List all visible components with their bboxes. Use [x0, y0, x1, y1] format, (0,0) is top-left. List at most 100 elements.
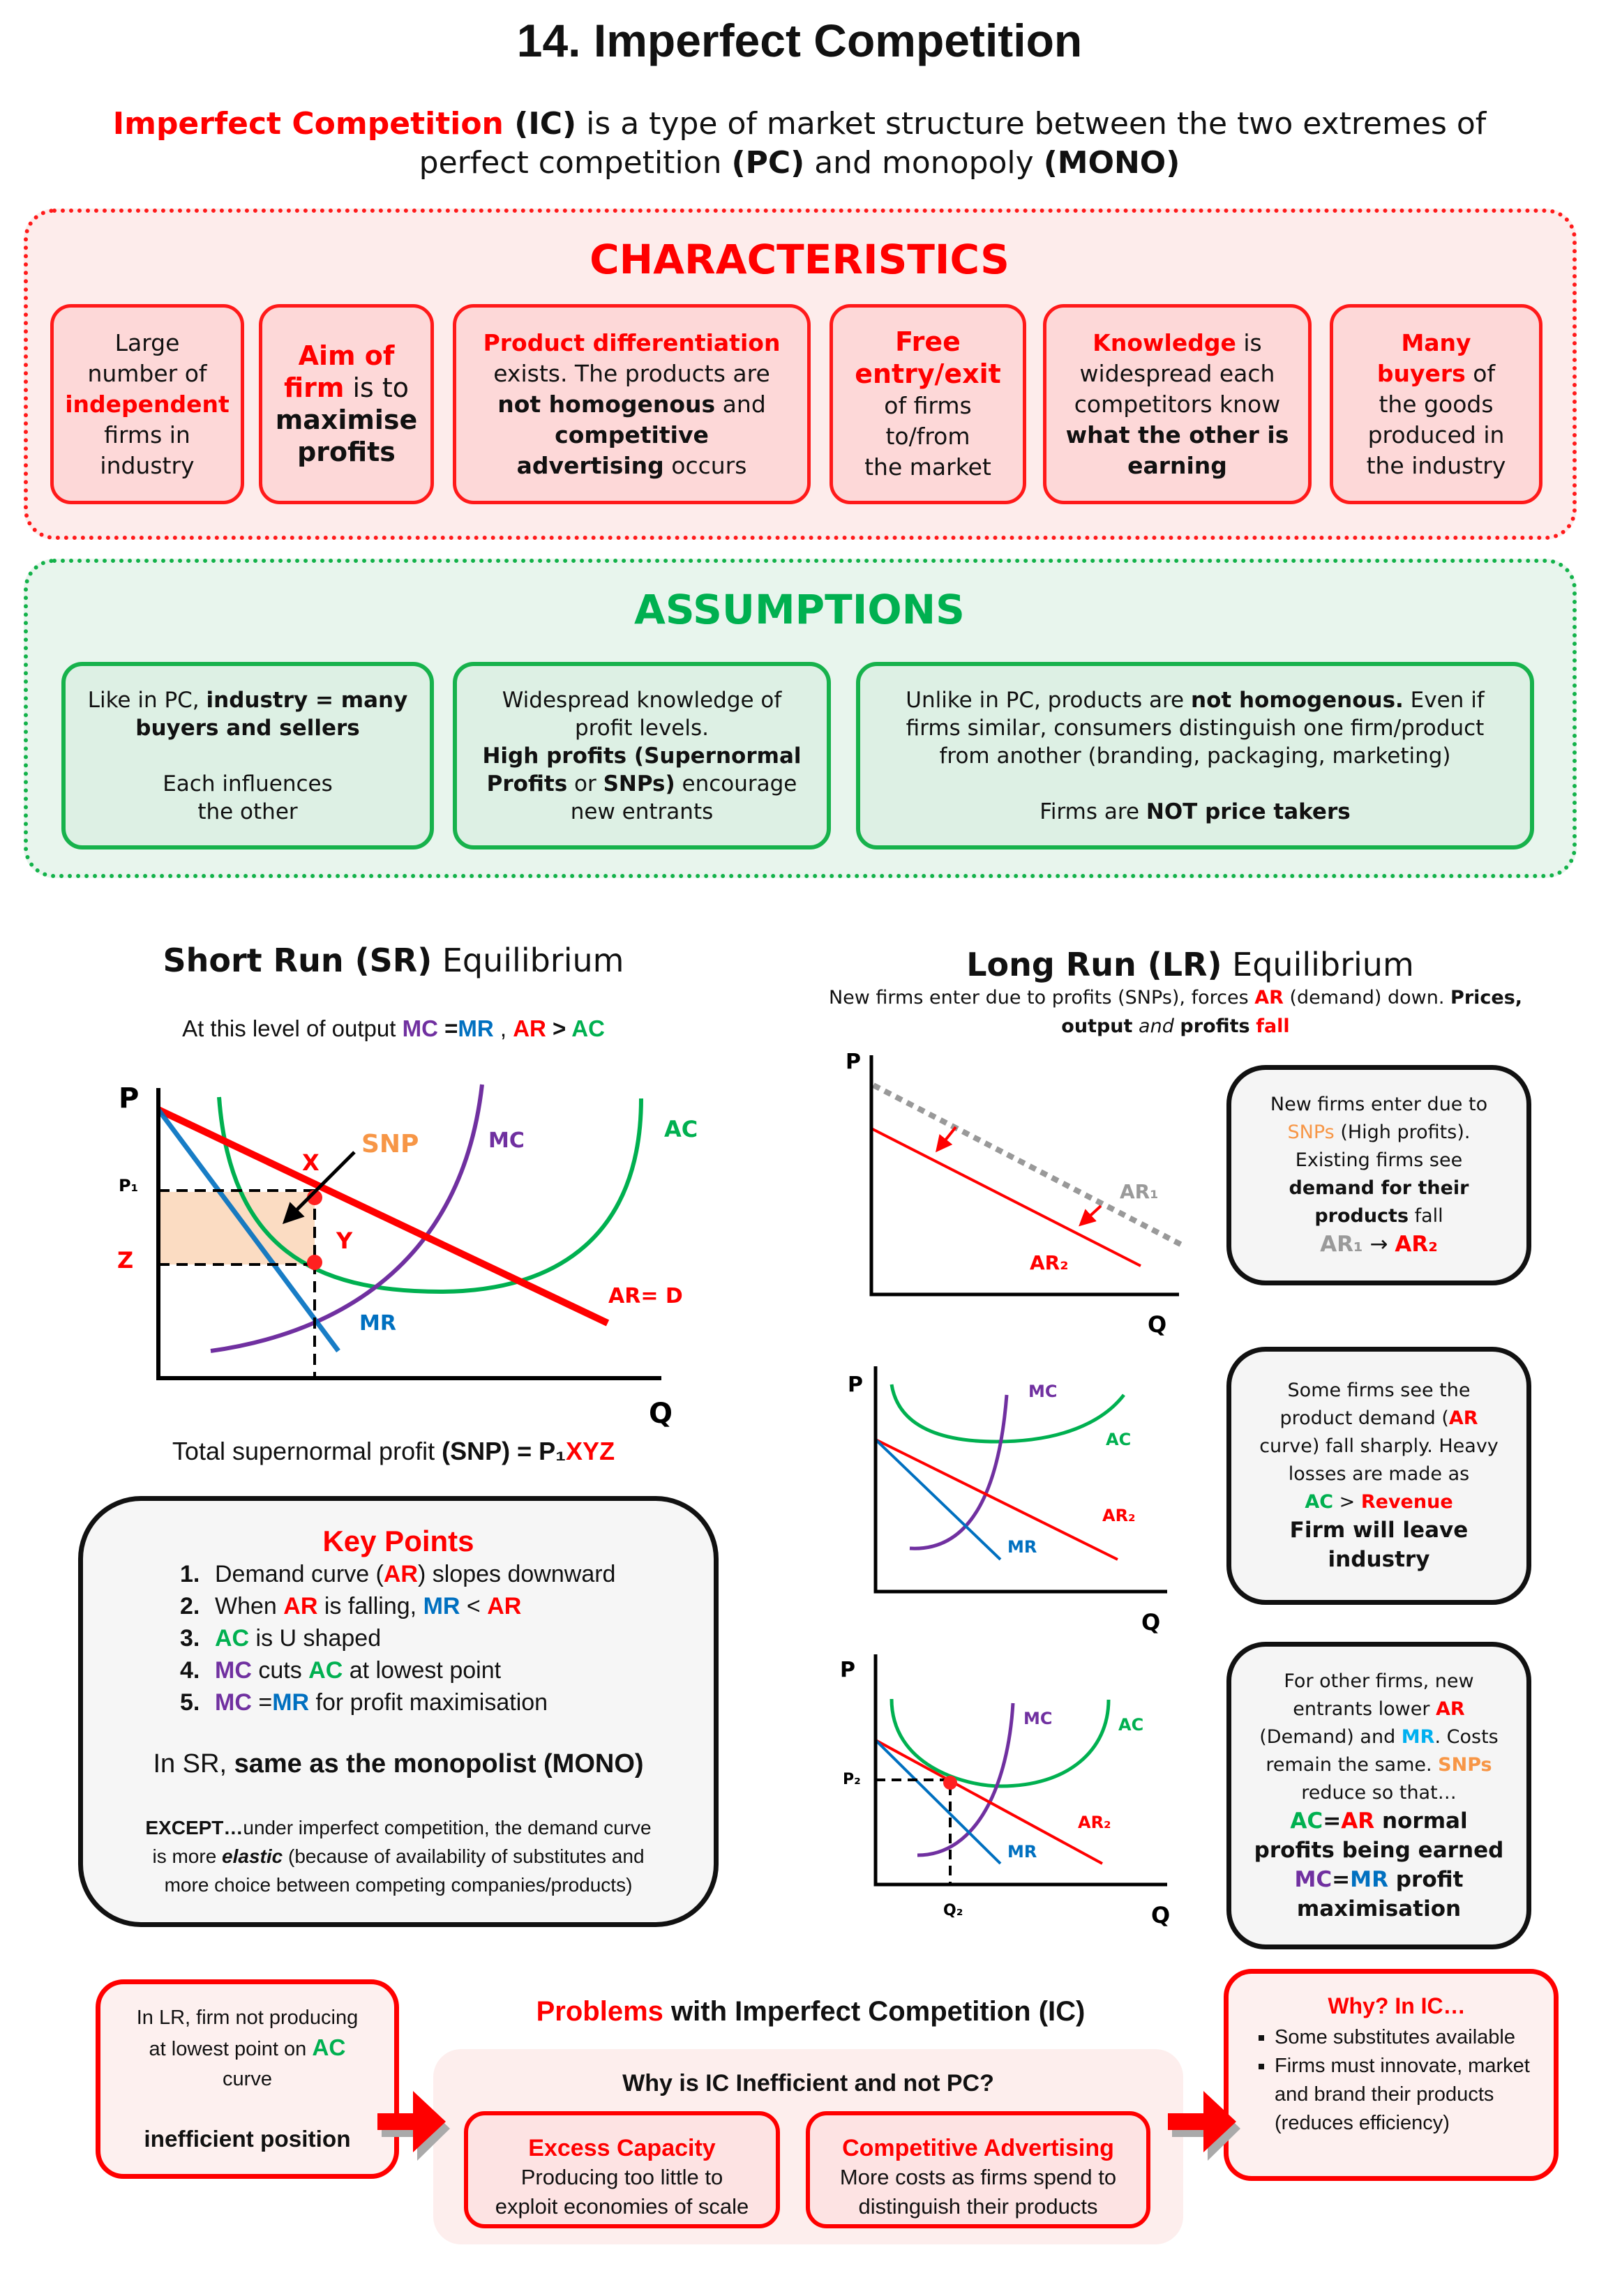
text-segment: 3.: [180, 1625, 200, 1652]
text-segment: >: [1333, 1491, 1361, 1513]
text-segment: entrants lower: [1293, 1698, 1436, 1720]
text-segment: MR: [1350, 1866, 1388, 1892]
text-segment: =: [251, 1689, 273, 1716]
shift-arrow: [1079, 1204, 1102, 1227]
text-segment: Free: [895, 326, 961, 357]
text-segment: Imperfect Competition: [112, 106, 504, 142]
text-segment: MC: [1294, 1866, 1332, 1892]
text-segment: and: [1139, 1015, 1174, 1037]
text-segment: maximisation: [1296, 1896, 1462, 1921]
text-segment: (because of availability of substitutes …: [283, 1845, 645, 1867]
axis-label-q: Q: [1151, 1902, 1170, 1928]
text-segment: elastic: [222, 1845, 283, 1867]
text-segment: AR: [383, 1561, 418, 1587]
point-x: [307, 1190, 322, 1205]
text-segment: produced in: [1367, 421, 1505, 448]
text-segment: Product differentiation: [483, 328, 781, 356]
text-segment: Knowledge: [1093, 328, 1236, 356]
text-segment: under imperfect competition, the demand …: [243, 1817, 652, 1838]
text-segment: is U shaped: [249, 1625, 382, 1652]
long-run-subtitle: New firms enter due to profits (SNPs), f…: [760, 983, 1591, 1041]
key-point: 5. MC =MR for profit maximisation: [180, 1686, 682, 1719]
text-segment: AR₁: [1320, 1232, 1363, 1257]
text-segment: from another (branding, packaging, marke…: [939, 743, 1451, 769]
excess-capacity-body: Producing too little to exploit economies…: [468, 2163, 776, 2221]
text-segment: SNPs: [1287, 1121, 1335, 1143]
text-segment: In LR, firm not producing: [136, 2006, 359, 2029]
assumptions-heading: ASSUMPTIONS: [634, 586, 965, 633]
text-segment: Large: [114, 328, 180, 356]
text-segment: Equilibrium: [432, 942, 624, 979]
ac-curve: [889, 1384, 1125, 1444]
text-segment: product demand (: [1279, 1407, 1449, 1429]
text-segment: is to: [344, 372, 409, 403]
label-ac: AC: [1118, 1715, 1143, 1735]
text-segment: New firms enter due to profits (SNPs), f…: [828, 987, 1255, 1009]
point-y: [307, 1255, 322, 1270]
text-segment: the industry: [1366, 451, 1506, 479]
text-segment: advertising: [516, 451, 664, 479]
key-points-list: 1. Demand curve (AR) slopes downward 2. Wh…: [180, 1558, 682, 1719]
text-segment: = P₁: [510, 1437, 566, 1465]
characteristic-card-many-buyers: Many buyers of the goods produced in the ind…: [1330, 304, 1542, 504]
text-segment: 4.: [180, 1657, 200, 1684]
key-point: 4. MC cuts AC at lowest point: [180, 1654, 682, 1686]
text-segment: industry: [100, 451, 195, 479]
text-segment: Producing too little to: [520, 2165, 723, 2189]
key-point: 1. Demand curve (AR) slopes downward: [180, 1558, 682, 1590]
key-point: 3. AC is U shaped: [180, 1622, 682, 1654]
ac-curve: [889, 1698, 1111, 1788]
mr-line: [874, 1438, 1002, 1561]
label-mc: MC: [488, 1128, 525, 1153]
text-segment: (Demand) and: [1259, 1725, 1402, 1748]
text-segment: MR: [1401, 1725, 1435, 1748]
text-segment: of firms: [884, 391, 972, 419]
text-segment: Firm will leave: [1289, 1518, 1469, 1543]
snp-area: [158, 1192, 315, 1264]
text-segment: not homogenous: [497, 390, 716, 418]
text-segment: Total supernormal profit: [172, 1437, 442, 1465]
label-mr: MR: [359, 1311, 396, 1336]
ar2-line: [871, 1127, 1141, 1267]
label-ar2: AR₂: [1030, 1251, 1069, 1274]
text-segment: MC: [215, 1657, 252, 1684]
long-run-diagram-1: P Q AR₁ AR₂: [846, 1050, 1186, 1338]
text-segment: profit levels.: [575, 715, 709, 741]
text-segment: and: [715, 390, 766, 418]
text-segment: encourage: [675, 771, 797, 796]
text-segment: =: [1323, 1808, 1342, 1834]
text-segment: competitive: [555, 421, 709, 448]
text-segment: remain the same.: [1266, 1753, 1439, 1776]
card-text: Widespread knowledge of profit levels. Hig…: [463, 686, 821, 826]
label-mc: MC: [1023, 1709, 1053, 1728]
characteristic-card-entry-exit: Free entry/exit of firms to/from the market: [829, 304, 1026, 504]
assumption-card-many-buyers: Like in PC, industry = many buyers and se…: [61, 662, 434, 849]
intro-text: Imperfect Competition (IC) is a type of …: [32, 105, 1567, 183]
dashed-guides: [876, 1778, 952, 1885]
text-segment: entry/exit: [855, 358, 1001, 389]
text-segment: For other firms, new: [1284, 1670, 1474, 1692]
label-mr: MR: [1007, 1537, 1037, 1557]
text-segment: EXCEPT…: [145, 1817, 243, 1838]
text-segment: profits being earned: [1254, 1837, 1504, 1863]
text-segment: AR: [513, 1015, 546, 1041]
text-segment: >: [546, 1015, 572, 1041]
text-segment: more choice between competing companies/…: [164, 1874, 633, 1896]
text-segment: buyers and sellers: [135, 715, 360, 741]
text-segment: AR: [1341, 1808, 1375, 1834]
text-segment: at lowest point: [343, 1657, 502, 1684]
label-ar-d: AR= D: [608, 1284, 683, 1308]
text-segment: AC: [1290, 1808, 1323, 1834]
text-segment: Existing firms see: [1295, 1149, 1463, 1171]
text-segment: products: [1314, 1205, 1409, 1227]
card-text: Free entry/exit of firms to/from the market: [837, 326, 1019, 483]
label-snp: SNP: [361, 1130, 419, 1158]
text-segment: earning: [1127, 451, 1227, 479]
card-text: Product differentiation exists. The produ…: [460, 328, 803, 481]
text-segment: In SR,: [153, 1749, 234, 1778]
text-segment: competitors know: [1074, 390, 1281, 418]
label-q2: Q₂: [943, 1902, 963, 1919]
why-bullet: Firms must innovate, market and brand th…: [1275, 2052, 1537, 2138]
text-segment: industry: [1328, 1547, 1430, 1572]
long-run-diagram-2: P Q MC AC AR₂ MR: [848, 1366, 1167, 1636]
